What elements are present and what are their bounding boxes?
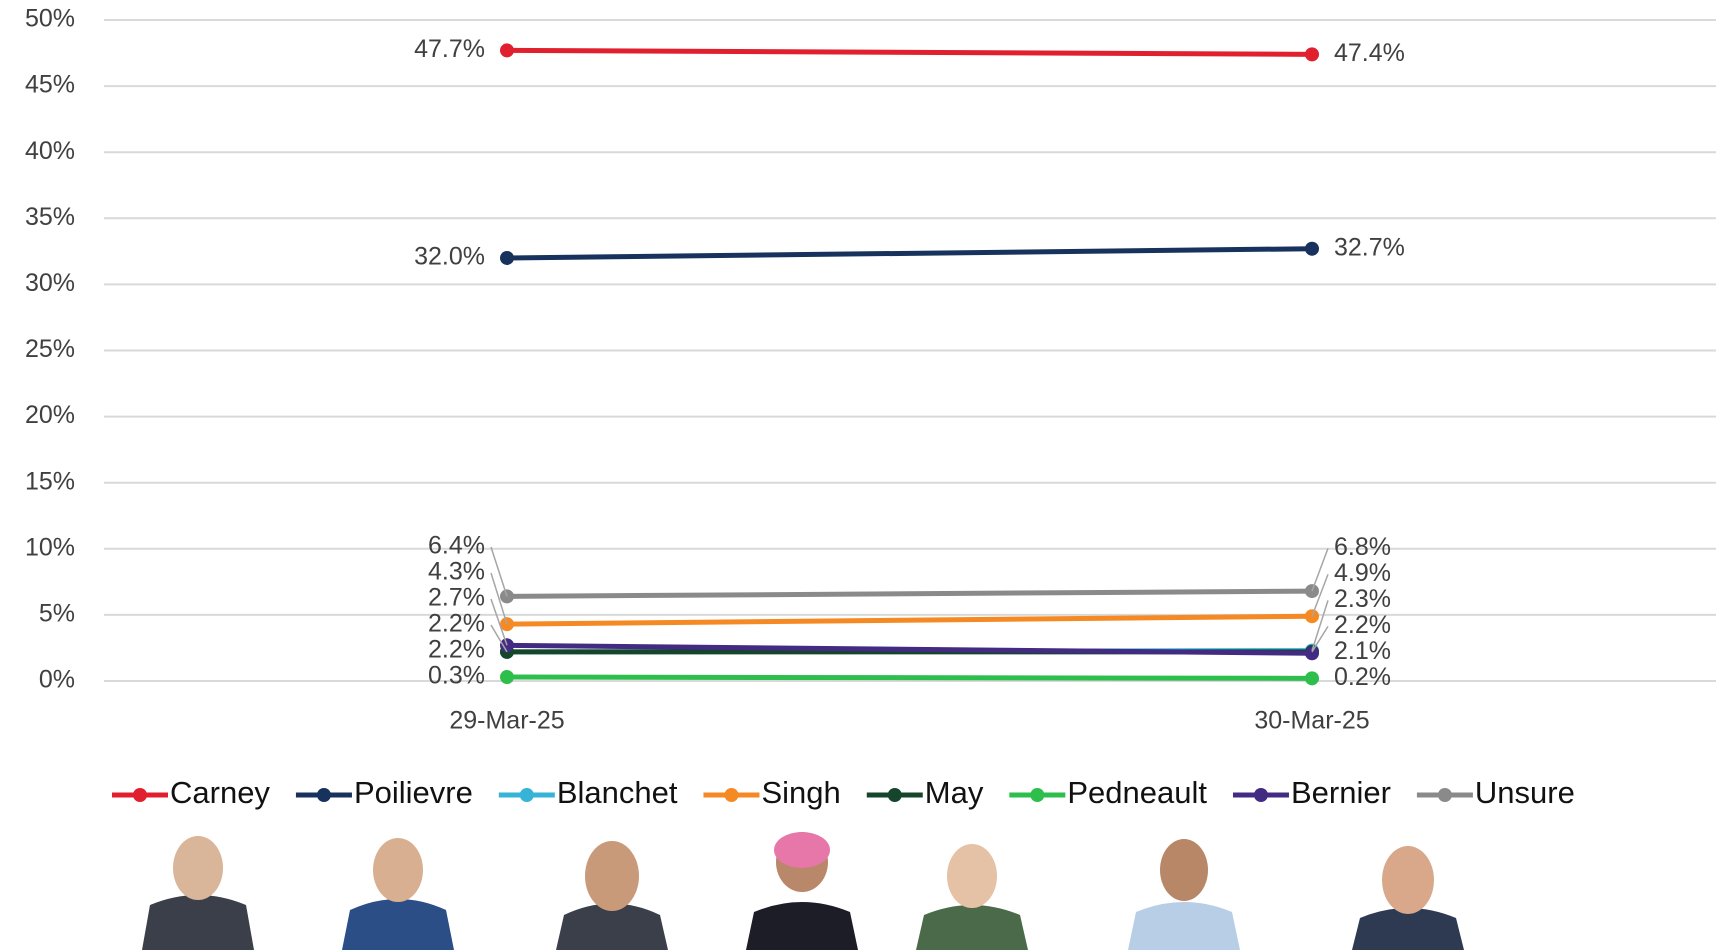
- legend-swatch-dot: [1438, 788, 1452, 802]
- data-label: 2.2%: [428, 636, 485, 664]
- candidate-photo: [556, 841, 668, 950]
- data-point: [500, 670, 514, 684]
- legend-swatch-dot: [133, 788, 147, 802]
- data-label: 0.2%: [1334, 663, 1391, 691]
- data-label: 2.2%: [1334, 611, 1391, 639]
- data-point: [500, 43, 514, 57]
- y-tick-label: 10%: [25, 533, 75, 561]
- candidate-photo: [142, 836, 254, 950]
- y-tick-label: 20%: [25, 401, 75, 429]
- data-point: [500, 251, 514, 265]
- legend-label: Poilievre: [354, 775, 473, 810]
- data-point: [1305, 47, 1319, 61]
- y-tick-label: 5%: [39, 600, 75, 628]
- y-tick-label: 50%: [25, 5, 75, 33]
- candidate-photo: [1352, 846, 1464, 950]
- data-label: 6.4%: [428, 532, 485, 560]
- data-label: 2.1%: [1334, 637, 1391, 665]
- series-line: [507, 249, 1312, 258]
- leader-line: [1312, 626, 1328, 652]
- y-tick-label: 45%: [25, 71, 75, 99]
- legend-label: Blanchet: [557, 775, 678, 810]
- legend-swatch-dot: [724, 788, 738, 802]
- data-point: [1305, 671, 1319, 685]
- legend: Carney Poilievre Blanchet Singh May Pedneault…: [112, 775, 1575, 810]
- legend-swatch-dot: [1030, 788, 1044, 802]
- chart: 0% 5% 10% 15% 20% 25% 30% 35% 40% 45% 50% 29-Mar-25…: [0, 0, 1716, 950]
- data-label: 47.4%: [1334, 39, 1405, 67]
- y-tick-label: 0%: [39, 666, 75, 694]
- series-line: [507, 677, 1312, 678]
- legend-label: Bernier: [1291, 775, 1391, 810]
- y-tick-label: 35%: [25, 203, 75, 231]
- data-label: 2.2%: [428, 610, 485, 638]
- leader-line: [491, 547, 507, 596]
- data-label: 32.7%: [1334, 233, 1405, 261]
- candidate-photos: [142, 832, 1464, 950]
- data-point: [1305, 242, 1319, 256]
- legend-label: Carney: [170, 775, 270, 810]
- legend-swatch-dot: [520, 788, 534, 802]
- data-label: 2.7%: [428, 584, 485, 612]
- series-lines: [500, 43, 1319, 685]
- legend-label: Unsure: [1475, 775, 1575, 810]
- legend-label: Pedneault: [1067, 775, 1207, 810]
- y-tick-label: 25%: [25, 335, 75, 363]
- y-tick-label: 40%: [25, 137, 75, 165]
- y-tick-label: 30%: [25, 269, 75, 297]
- data-label: 47.7%: [414, 35, 485, 63]
- candidate-photo: [916, 844, 1028, 950]
- series-line: [507, 50, 1312, 54]
- x-tick-label: 29-Mar-25: [449, 707, 564, 735]
- legend-swatch-dot: [1254, 788, 1268, 802]
- data-label: 4.9%: [1334, 559, 1391, 587]
- grid: 0% 5% 10% 15% 20% 25% 30% 35% 40% 45% 50%: [25, 5, 1716, 694]
- data-label: 2.3%: [1334, 585, 1391, 613]
- series-line: [507, 616, 1312, 624]
- candidate-photo: [1128, 839, 1240, 950]
- candidate-photo: [746, 832, 858, 950]
- data-label: 4.3%: [428, 558, 485, 586]
- data-label: 0.3%: [428, 662, 485, 690]
- candidate-photo: [342, 838, 454, 950]
- legend-swatch-dot: [317, 788, 331, 802]
- data-label: 6.8%: [1334, 533, 1391, 561]
- legend-label: Singh: [761, 775, 840, 810]
- legend-swatch-dot: [888, 788, 902, 802]
- page: {"chart_data": {"type": "line", "x": ["2…: [0, 0, 1716, 950]
- x-tick-label: 30-Mar-25: [1254, 707, 1369, 735]
- series-line: [507, 591, 1312, 596]
- y-tick-label: 15%: [25, 467, 75, 495]
- legend-label: May: [925, 775, 984, 810]
- leader-line: [1312, 548, 1328, 591]
- data-label: 32.0%: [414, 243, 485, 271]
